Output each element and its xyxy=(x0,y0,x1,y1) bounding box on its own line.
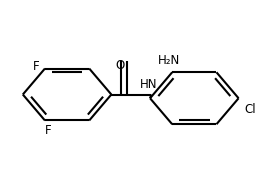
Text: H₂N: H₂N xyxy=(158,54,180,67)
Text: O: O xyxy=(115,59,124,72)
Text: Cl: Cl xyxy=(244,103,256,116)
Text: HN: HN xyxy=(140,78,157,91)
Text: F: F xyxy=(33,60,39,73)
Text: F: F xyxy=(44,124,51,137)
